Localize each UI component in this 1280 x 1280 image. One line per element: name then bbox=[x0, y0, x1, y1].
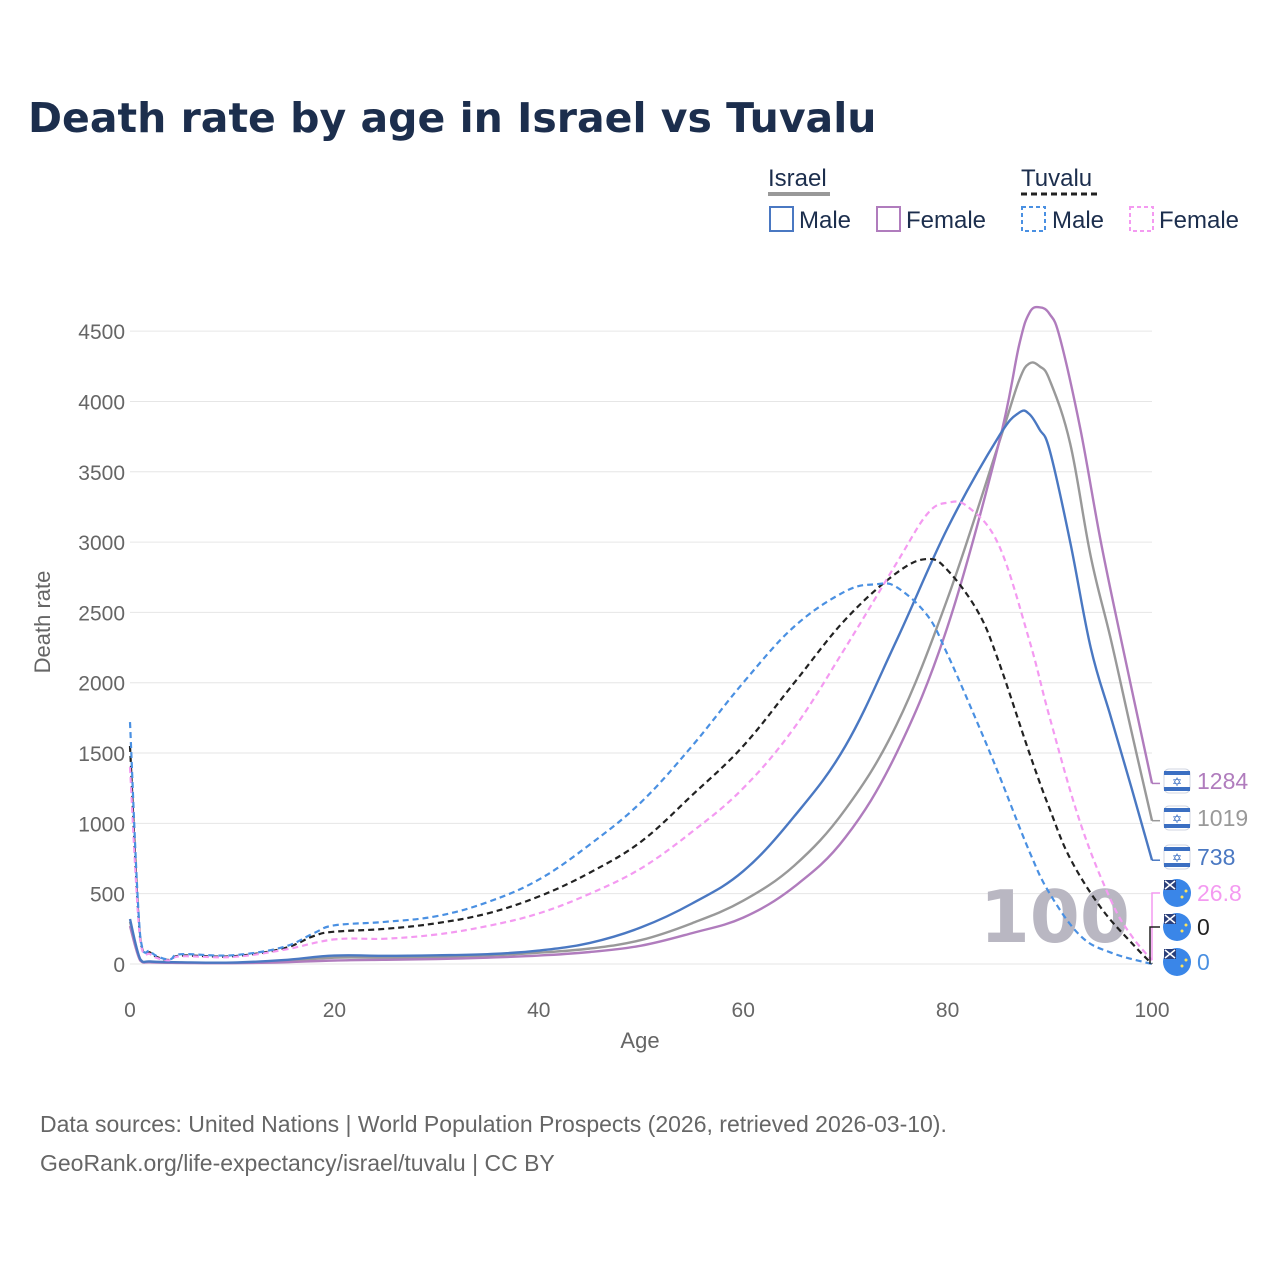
end-label-tuvalu-female: 26.8 bbox=[1163, 879, 1242, 907]
y-tick-label: 2500 bbox=[78, 602, 125, 625]
y-axis-ticks: 0 500 1000 1500 2000 2500 3000 3500 4000 4500 bbox=[78, 321, 125, 977]
x-axis-ticks: 0 20 40 60 80 100 bbox=[124, 999, 1169, 1022]
legend-group-tuvalu-title: Tuvalu bbox=[1021, 165, 1092, 192]
israel-flag-icon: ✡ bbox=[1163, 844, 1191, 870]
x-tick-label: 60 bbox=[732, 999, 755, 1022]
end-label-israel-female: ✡ 1284 bbox=[1163, 768, 1248, 794]
watermark-year: 100 bbox=[980, 875, 1130, 959]
legend-label-israel-male: Male bbox=[799, 207, 851, 234]
series-line-israel-total[interactable] bbox=[128, 361, 1154, 965]
y-tick-label: 1500 bbox=[78, 743, 125, 766]
y-tick-label: 4000 bbox=[78, 391, 125, 414]
x-tick-label: 40 bbox=[527, 999, 550, 1022]
legend-group-israel: Israel Male Female bbox=[768, 165, 986, 234]
end-value-label: 738 bbox=[1197, 844, 1235, 870]
x-tick-label: 20 bbox=[323, 999, 346, 1022]
series-lines bbox=[128, 305, 1154, 966]
end-connector bbox=[1149, 926, 1160, 964]
svg-text:✡: ✡ bbox=[1172, 775, 1182, 789]
legend-group-tuvalu: Tuvalu Male Female bbox=[1021, 165, 1239, 234]
chart-title: Death rate by age in Israel vs Tuvalu bbox=[28, 94, 876, 142]
y-tick-label: 2000 bbox=[78, 673, 125, 696]
legend-swatch-israel-female bbox=[876, 206, 901, 232]
x-tick-label: 0 bbox=[124, 999, 136, 1022]
end-labels: ✡ 1019 ✡ 1284 ✡ 738 0 26.8 0 bbox=[1149, 768, 1248, 976]
series-line-israel-female[interactable] bbox=[128, 305, 1154, 965]
y-tick-label: 3500 bbox=[78, 462, 125, 485]
end-value-label: 0 bbox=[1197, 914, 1210, 940]
tuvalu-flag-icon bbox=[1163, 948, 1191, 976]
end-value-label: 1284 bbox=[1197, 768, 1248, 794]
legend-label-israel-female: Female bbox=[906, 207, 986, 234]
tuvalu-flag-icon bbox=[1163, 913, 1191, 941]
y-tick-label: 4500 bbox=[78, 321, 125, 344]
y-axis-title: Death rate bbox=[30, 571, 55, 674]
end-value-label: 0 bbox=[1197, 949, 1210, 975]
source-line-1: Data sources: United Nations | World Pop… bbox=[40, 1111, 947, 1137]
legend-swatch-tuvalu-female bbox=[1129, 206, 1154, 232]
series-line-tuvalu-male[interactable] bbox=[128, 582, 1153, 966]
end-label-tuvalu-total: 0 bbox=[1163, 913, 1210, 941]
legend-item-tuvalu-female[interactable]: Female bbox=[1129, 206, 1239, 234]
legend-swatch-israel-male bbox=[769, 206, 794, 232]
israel-flag-icon: ✡ bbox=[1163, 805, 1191, 831]
svg-text:✡: ✡ bbox=[1172, 812, 1182, 826]
y-tick-label: 1000 bbox=[78, 813, 125, 836]
legend-label-tuvalu-male: Male bbox=[1052, 207, 1104, 234]
end-value-label: 1019 bbox=[1197, 805, 1248, 831]
source-line-2[interactable]: GeoRank.org/life-expectancy/israel/tuval… bbox=[40, 1150, 555, 1176]
x-axis-title: Age bbox=[620, 1028, 659, 1053]
y-tick-label: 3000 bbox=[78, 532, 125, 555]
x-tick-label: 80 bbox=[936, 999, 959, 1022]
gridlines bbox=[130, 330, 1152, 965]
legend-swatch-tuvalu-male bbox=[1021, 206, 1046, 232]
end-label-israel-male: ✡ 738 bbox=[1163, 844, 1235, 870]
tuvalu-flag-icon bbox=[1163, 879, 1191, 907]
end-value-label: 26.8 bbox=[1197, 880, 1242, 906]
series-line-israel-male[interactable] bbox=[128, 409, 1154, 964]
end-connector bbox=[1151, 892, 1160, 961]
legend-group-israel-title: Israel bbox=[768, 165, 827, 192]
legend-item-tuvalu-male[interactable]: Male bbox=[1021, 206, 1104, 234]
legend-item-israel-female[interactable]: Female bbox=[876, 206, 986, 234]
israel-flag-icon: ✡ bbox=[1163, 768, 1191, 794]
y-tick-label: 500 bbox=[90, 884, 125, 907]
legend-label-tuvalu-female: Female bbox=[1159, 207, 1239, 234]
y-tick-label: 0 bbox=[113, 954, 125, 977]
end-label-tuvalu-male: 0 bbox=[1163, 948, 1210, 976]
legend: Israel Male Female Tuvalu Male Female bbox=[768, 165, 1239, 234]
end-label-israel-total: ✡ 1019 bbox=[1163, 805, 1248, 831]
legend-item-israel-male[interactable]: Male bbox=[769, 206, 851, 234]
x-tick-label: 100 bbox=[1134, 999, 1169, 1022]
svg-text:✡: ✡ bbox=[1172, 851, 1182, 865]
